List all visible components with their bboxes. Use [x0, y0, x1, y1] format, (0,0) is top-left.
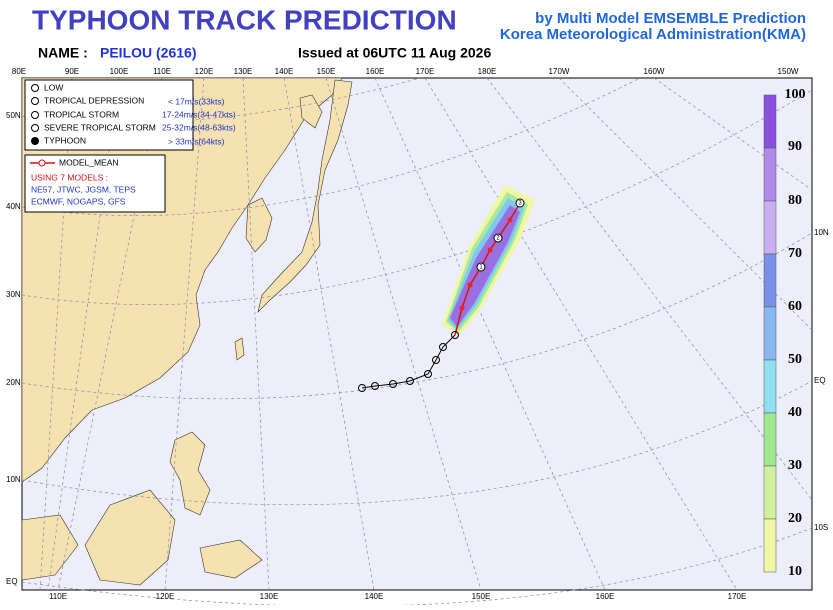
- legend-label: TROPICAL DEPRESSION: [44, 95, 144, 105]
- legend-speed: > 33m/s(64kts): [168, 136, 225, 146]
- lon-label: 120E: [195, 67, 214, 76]
- lon-label: 90E: [65, 67, 79, 76]
- lat-label: 40N: [6, 202, 21, 211]
- title: TYPHOON TRACK PREDICTION: [32, 4, 457, 35]
- legend-label: TROPICAL STORM: [44, 109, 119, 119]
- legend-label: LOW: [44, 82, 63, 92]
- lat-label: 50N: [6, 111, 21, 120]
- subtitle: Korea Meteorological Administration(KMA): [500, 26, 806, 43]
- colorbar-label: 100: [785, 87, 806, 102]
- colorbar-label: 60: [788, 299, 802, 314]
- lon-label: 100E: [110, 67, 129, 76]
- model-mean: MODEL_MEAN: [59, 157, 119, 167]
- track-day: 1: [479, 265, 483, 271]
- colorbar-label: 40: [788, 405, 802, 420]
- lon-label: 160E: [366, 67, 385, 76]
- model-list: NE57, JTWC, JGSM, TEPS: [31, 184, 136, 194]
- colorbar-label: 80: [788, 193, 802, 208]
- lon-label: 150W: [778, 67, 799, 76]
- legend-symbols: [31, 84, 39, 145]
- lon-label: 180E: [478, 67, 497, 76]
- forecast-track: [358, 198, 525, 392]
- legend-speed: 25-32m/s(48-63kts): [162, 122, 236, 132]
- lon-label: 140E: [365, 592, 384, 601]
- legend-label: TYPHOON: [44, 135, 86, 145]
- mean-symbol: [38, 159, 46, 167]
- lon-label: 150E: [317, 67, 336, 76]
- lat-label: 10S: [814, 523, 828, 532]
- lon-label: 160W: [644, 67, 665, 76]
- name-label: NAME :: [38, 45, 88, 61]
- lon-label: 130E: [260, 592, 279, 601]
- colorbar-label: 50: [788, 352, 802, 367]
- lon-label: 160E: [596, 592, 615, 601]
- lon-label: 150E: [472, 592, 491, 601]
- track-day: 3: [518, 201, 522, 207]
- colorbar-label: 30: [788, 458, 802, 473]
- lat-label: EQ: [6, 577, 18, 586]
- lon-label: 170E: [728, 592, 747, 601]
- lon-label: 120E: [156, 592, 175, 601]
- colorbar-label: 90: [788, 139, 802, 154]
- lon-label: 80E: [12, 67, 26, 76]
- lat-label: 10N: [6, 475, 21, 484]
- lon-label: 140E: [275, 67, 294, 76]
- lat-label: 20N: [6, 378, 21, 387]
- legend-box: [24, 79, 194, 151]
- legend-speed: 17-24m/s(34-47kts): [162, 109, 236, 119]
- models-using: USING 7 MODELS :: [31, 172, 108, 182]
- lat-label: 30N: [6, 290, 21, 299]
- lon-label: 130E: [234, 67, 253, 76]
- lon-label: 110E: [153, 67, 171, 76]
- colorbar-label: 10: [788, 564, 802, 579]
- legend-speed: < 17m/s(33kts): [168, 96, 225, 106]
- colorbar-label: 70: [788, 246, 802, 261]
- lon-label: 170E: [416, 67, 435, 76]
- model-box: [24, 154, 166, 213]
- subtitle: by Multi Model EMSEMBLE Prediction: [535, 10, 806, 27]
- colorbar: [763, 94, 777, 573]
- colorbar-label: 20: [788, 511, 802, 526]
- issued: Issued at 06UTC 11 Aug 2026: [298, 45, 491, 61]
- track-day: 2: [496, 236, 500, 242]
- lat-label: 10N: [814, 228, 829, 237]
- typhoon-name: PEILOU (2616): [100, 45, 196, 61]
- model-list: ECMWF, NOGAPS, GFS: [31, 196, 126, 206]
- legend-label: SEVERE TROPICAL STORM: [44, 122, 156, 132]
- lon-label: 110E: [49, 592, 67, 601]
- grid: [21, 77, 813, 607]
- lon-label: 170W: [549, 67, 570, 76]
- lat-label: EQ: [814, 376, 826, 385]
